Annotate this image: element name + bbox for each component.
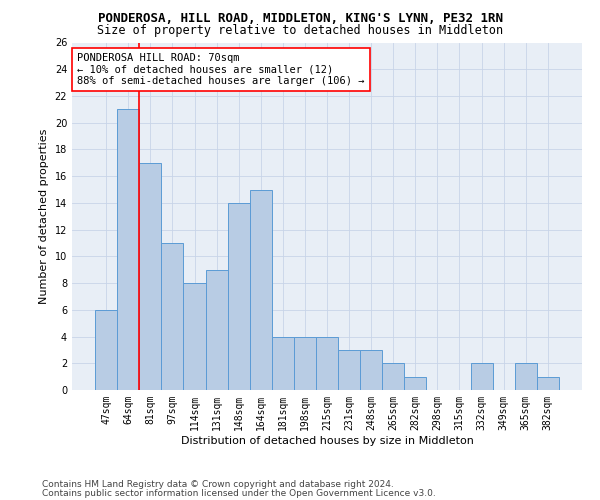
Bar <box>117 110 139 390</box>
Bar <box>360 350 382 390</box>
Bar <box>294 336 316 390</box>
Bar <box>184 283 206 390</box>
Text: Contains HM Land Registry data © Crown copyright and database right 2024.: Contains HM Land Registry data © Crown c… <box>42 480 394 489</box>
Text: PONDEROSA HILL ROAD: 70sqm
← 10% of detached houses are smaller (12)
88% of semi: PONDEROSA HILL ROAD: 70sqm ← 10% of deta… <box>77 53 365 86</box>
Bar <box>382 364 404 390</box>
Bar <box>404 376 427 390</box>
Bar <box>95 310 117 390</box>
Bar <box>338 350 360 390</box>
Text: Contains public sector information licensed under the Open Government Licence v3: Contains public sector information licen… <box>42 488 436 498</box>
Bar <box>537 376 559 390</box>
Bar <box>250 190 272 390</box>
Bar <box>161 243 184 390</box>
Bar <box>227 203 250 390</box>
Bar <box>316 336 338 390</box>
Text: PONDEROSA, HILL ROAD, MIDDLETON, KING'S LYNN, PE32 1RN: PONDEROSA, HILL ROAD, MIDDLETON, KING'S … <box>97 12 503 26</box>
Text: Size of property relative to detached houses in Middleton: Size of property relative to detached ho… <box>97 24 503 37</box>
Bar <box>139 163 161 390</box>
Bar <box>272 336 294 390</box>
Bar <box>206 270 227 390</box>
Bar <box>515 364 537 390</box>
X-axis label: Distribution of detached houses by size in Middleton: Distribution of detached houses by size … <box>181 436 473 446</box>
Y-axis label: Number of detached properties: Number of detached properties <box>39 128 49 304</box>
Bar <box>470 364 493 390</box>
